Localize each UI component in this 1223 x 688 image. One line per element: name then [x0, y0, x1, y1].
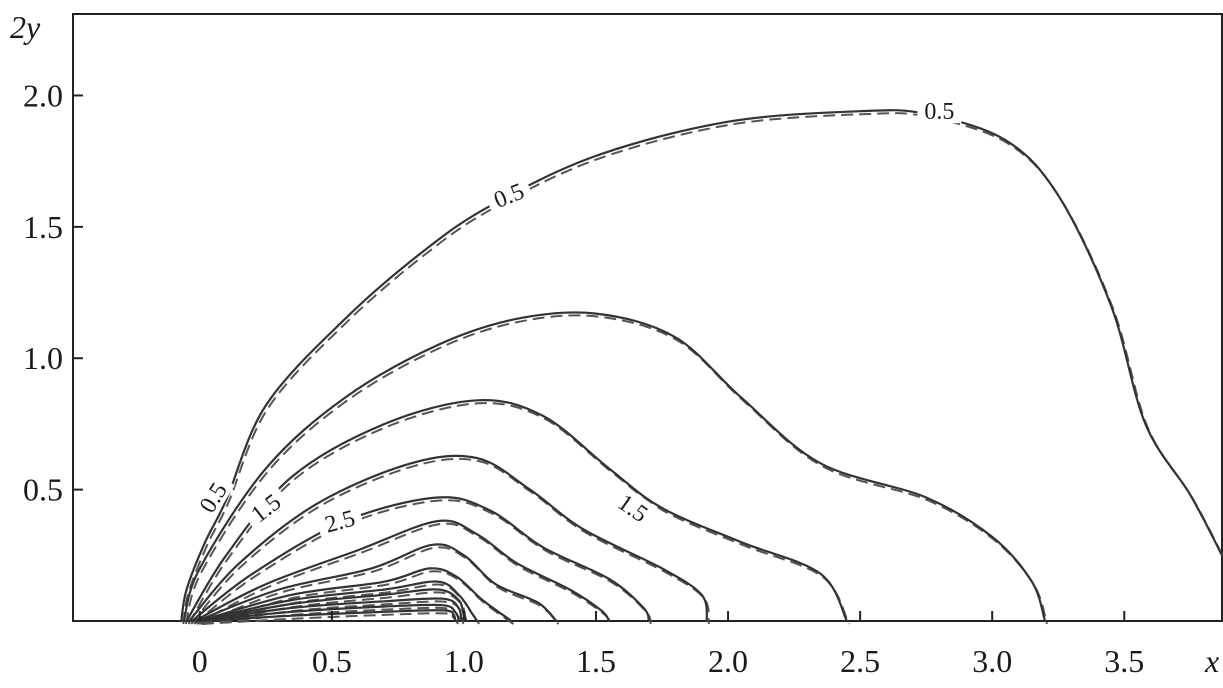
x-tick-label: 2.5: [840, 643, 880, 679]
x-tick-label: 3.5: [1104, 643, 1144, 679]
contour-label-background: [314, 501, 365, 539]
x-tick-label: 0.5: [312, 643, 352, 679]
contour-line-3-5: [196, 543, 558, 623]
contour-dashed-0-5: [182, 112, 1223, 625]
x-tick-label: 2.0: [708, 643, 748, 679]
contour-lines: [180, 109, 1223, 625]
plot-frame: [72, 13, 1223, 622]
contour-line-3-0: [193, 519, 611, 623]
contour-dashed-2-0: [190, 457, 710, 625]
y-tick-label: 1.5: [23, 209, 63, 245]
contour-label-background: [189, 471, 235, 523]
x-tick-label: 3.0: [972, 643, 1012, 679]
contour-label-background: [608, 483, 660, 531]
contour-label-background: [917, 97, 962, 124]
x-tick-label: 1.0: [444, 643, 484, 679]
contour-line-4-0: [198, 567, 513, 623]
y-axis-title: 2y: [10, 9, 41, 45]
contour-label: 2.5: [314, 501, 365, 539]
contour-label-text: 0.5: [924, 99, 954, 125]
contour-dashed-1-0: [184, 314, 1048, 625]
y-axis: 0.5 1.0 1.5 2.0: [23, 77, 83, 508]
contour-label: 0.5: [917, 97, 962, 125]
contour-label: 1.5: [608, 483, 660, 531]
y-tick-label: 0.5: [23, 472, 63, 508]
contour-line-5-5: [198, 597, 463, 623]
contour-label-background: [239, 483, 291, 532]
contour-dashed-3-5: [198, 546, 560, 625]
x-tick-label: 1.5: [576, 643, 616, 679]
contour-line-6-0: [198, 603, 460, 623]
y-tick-label: 1.0: [23, 340, 63, 376]
x-axis: 0 0.5 1.0 1.5 2.0 2.5 3.0 3.5: [192, 611, 1144, 679]
contour-line-0-5: [180, 109, 1223, 623]
y-tick-label: 2.0: [23, 77, 63, 113]
x-tick-label: 0: [192, 643, 208, 679]
x-axis-title: x: [1204, 643, 1219, 679]
contour-line-4-5: [198, 580, 479, 623]
contour-label: 0.5: [189, 471, 235, 523]
contour-dashed-4-0: [201, 570, 515, 625]
contour-line-1-0: [182, 311, 1047, 623]
contour-dashed-3-0: [196, 522, 613, 625]
contour-dashed-2-5: [193, 499, 652, 625]
contour-label-background: [483, 174, 534, 215]
contour-line-2-0: [188, 454, 708, 623]
contour-line-6-5: [198, 609, 458, 623]
contour-line-2-5: [190, 496, 650, 623]
